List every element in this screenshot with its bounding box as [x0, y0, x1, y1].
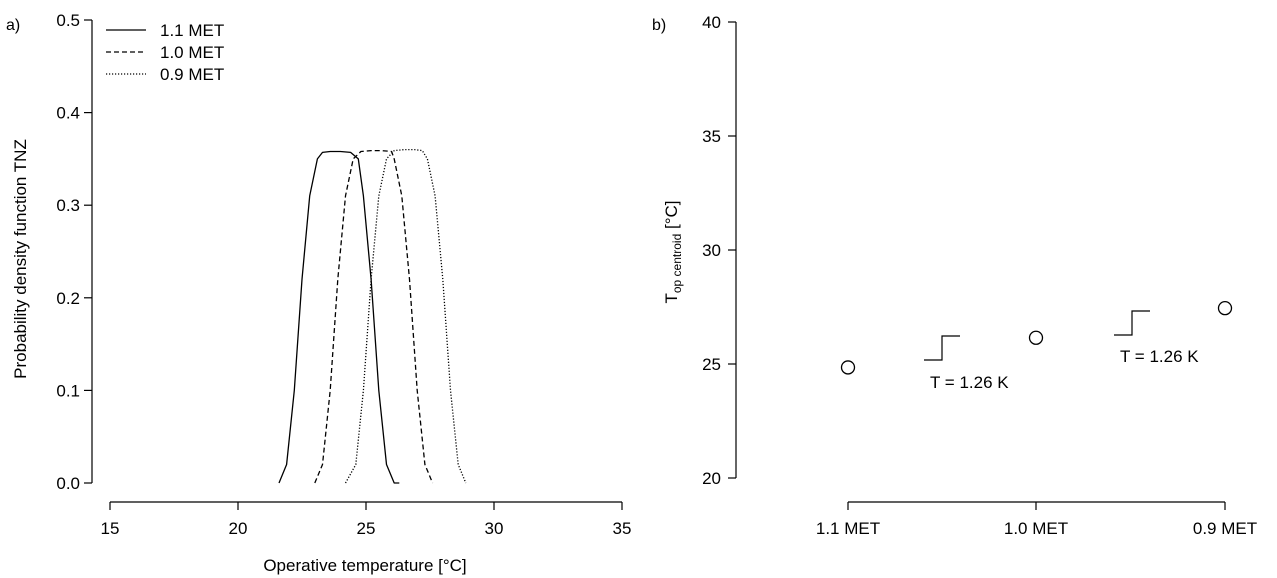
panel-a-x-ticks: 15 20 25 30 35: [101, 502, 632, 538]
panel-b-y-axis-label-main: T: [662, 293, 681, 303]
x-tick-label: 25: [357, 519, 376, 538]
y-tick-label: 25: [702, 355, 721, 374]
data-point: [1028, 330, 1044, 345]
data-point: [1217, 300, 1233, 316]
y-tick-label: 35: [702, 127, 721, 146]
legend-label: 1.0 MET: [160, 43, 224, 62]
x-tick-label: 30: [485, 519, 504, 538]
panel-a-y-axis-label: Probability density function TNZ: [11, 139, 30, 379]
panel-a-y-ticks: 0.0 0.1 0.2 0.3 0.4 0.5: [56, 11, 92, 493]
series-line-2: [314, 149, 434, 484]
panel-a-label: a): [6, 17, 20, 34]
panel-b-y-axis-label-sub: op centroid: [670, 234, 684, 293]
y-tick-label: 0.1: [56, 381, 80, 400]
x-tick-label: 20: [229, 519, 248, 538]
panel-a-series: [278, 148, 467, 484]
x-tick-label: 15: [101, 519, 120, 538]
panel-b-points: [840, 300, 1233, 375]
panel-a-axes: 0.0 0.1 0.2 0.3 0.4 0.5 15 20 25 30 35: [56, 11, 631, 538]
panel-b-y-axis-label-unit: [°C]: [662, 200, 681, 229]
step-marker: [1114, 310, 1150, 336]
series-line-1: [278, 150, 400, 484]
y-tick-label: 0.5: [56, 11, 80, 30]
y-tick-label: 20: [702, 469, 721, 488]
data-point: [840, 360, 856, 375]
y-tick-label: 40: [702, 13, 721, 32]
panel-b-y-axis-label: Top centroid [°C]: [662, 200, 684, 303]
panel-b-x-ticks: 1.1 MET 1.0 MET 0.9 MET: [816, 502, 1257, 538]
panel-a-legend: 1.1 MET 1.0 MET 0.9 MET: [106, 21, 224, 84]
y-tick-label: 0.0: [56, 474, 80, 493]
panel-b-label: b): [652, 17, 666, 34]
y-tick-label: 30: [702, 241, 721, 260]
y-tick-label: 0.3: [56, 196, 80, 215]
panel-b: b) 20 25 30 35 40 1.1 MET 1.0 MET 0.9 MET T = …: [652, 13, 1257, 538]
legend-label: 0.9 MET: [160, 65, 224, 84]
panel-b-annotations: T = 1.26 K T = 1.26 K: [924, 310, 1199, 392]
panel-a: a) 0.0 0.1 0.2 0.3 0.4 0.5 15 20 25 30 35 1.1 MET…: [6, 11, 631, 575]
panel-b-y-ticks: 20 25 30 35 40: [702, 13, 736, 488]
y-tick-label: 0.2: [56, 289, 80, 308]
annotation-label: T = 1.26 K: [930, 373, 1009, 392]
legend-label: 1.1 MET: [160, 21, 224, 40]
panel-a-x-axis-label: Operative temperature [°C]: [263, 556, 466, 575]
x-tick-label: 1.0 MET: [1004, 519, 1068, 538]
x-tick-label: 0.9 MET: [1193, 519, 1257, 538]
step-marker: [924, 335, 960, 361]
annotation-label: T = 1.26 K: [1120, 347, 1199, 366]
x-tick-label: 35: [613, 519, 632, 538]
x-tick-label: 1.1 MET: [816, 519, 880, 538]
y-tick-label: 0.4: [56, 104, 80, 123]
series-line-3: [344, 148, 467, 484]
